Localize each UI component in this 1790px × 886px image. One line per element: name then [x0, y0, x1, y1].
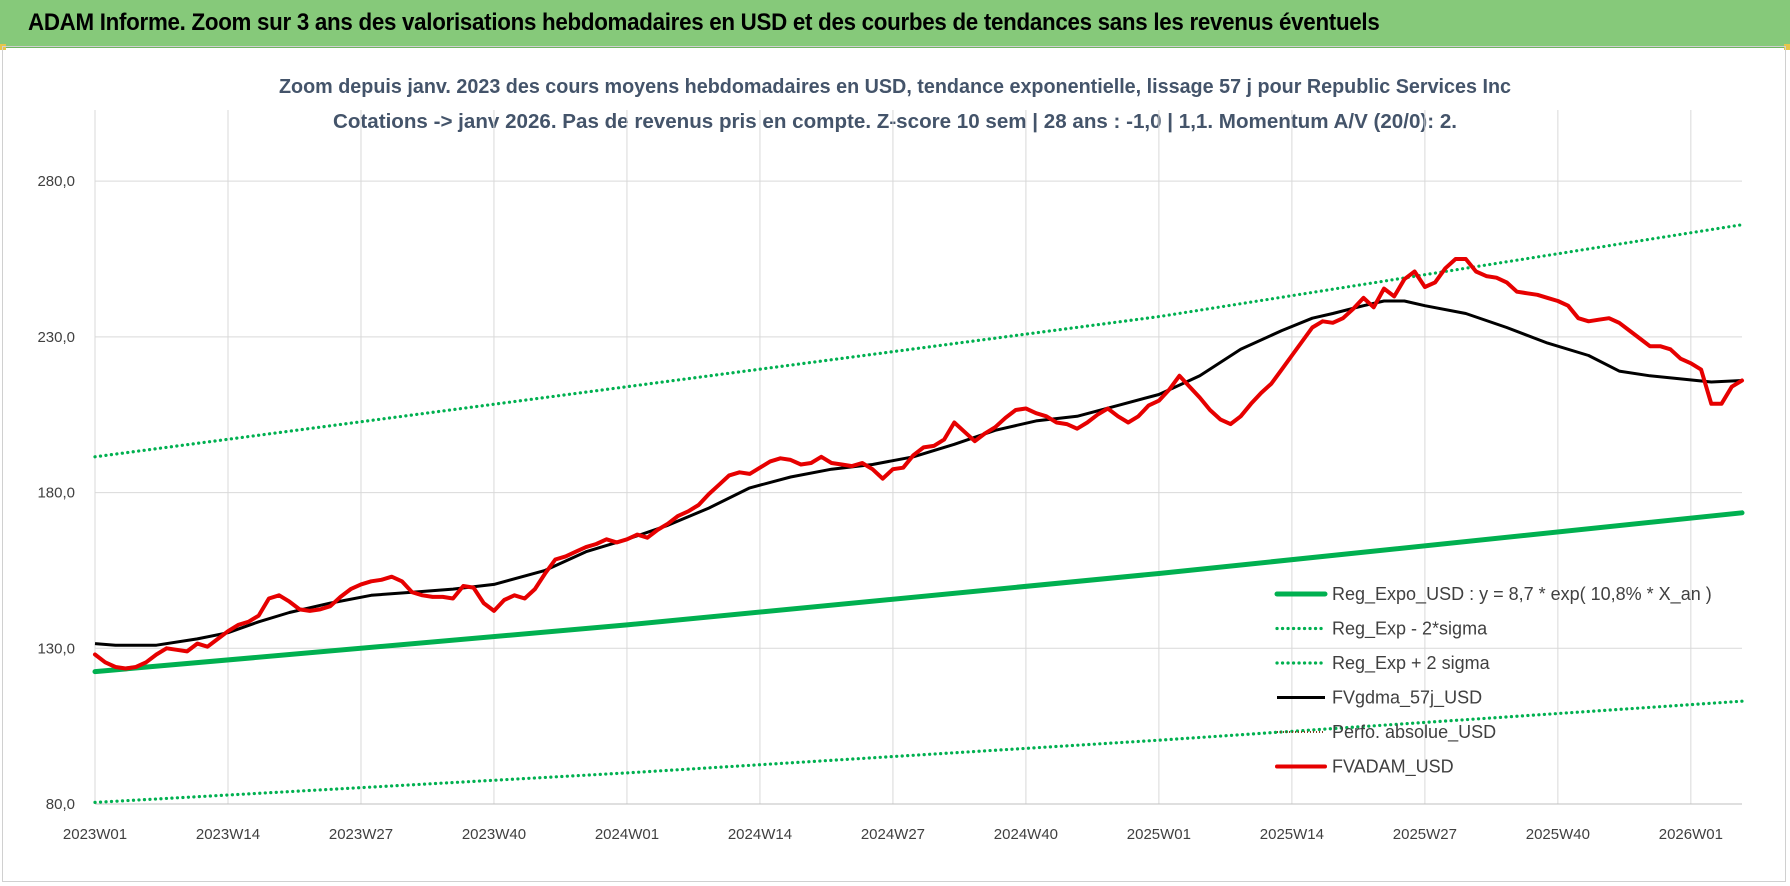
- x-axis: 2023W01 2023W14 2023W27 2023W40 2024W01 2024W…: [63, 826, 1723, 843]
- x-tick-label: 2025W01: [1127, 826, 1191, 843]
- legend: Reg_Expo_USD : y = 8,7 * exp( 10,8% * X_…: [1274, 584, 1712, 778]
- legend-label-1: Reg_Exp - 2*sigma: [1332, 619, 1488, 640]
- legend-label-5: FVADAM_USD: [1332, 757, 1454, 778]
- series-layer: [92, 223, 1745, 804]
- series-line-2: [93, 223, 1744, 459]
- x-tick-label: 2023W27: [329, 826, 393, 843]
- series-line-3: [94, 299, 1743, 647]
- y-tick-label: 130,0: [37, 640, 75, 657]
- legend-label-2: Reg_Exp + 2 sigma: [1332, 653, 1491, 674]
- chart-title-line2: Cotations -> janv 2026. Pas de revenus p…: [333, 111, 1457, 133]
- x-tick-label: 2024W01: [595, 826, 659, 843]
- legend-label-4: Perfo. absolue_USD: [1332, 722, 1496, 743]
- chart-frame: [2, 46, 1786, 882]
- series-line-0: [92, 510, 1745, 675]
- y-tick-label: 80,0: [46, 796, 75, 813]
- header-title: ADAM Informe. Zoom sur 3 ans des valoris…: [28, 9, 1380, 36]
- x-tick-label: 2025W14: [1260, 826, 1324, 843]
- header-bar: ADAM Informe. Zoom sur 3 ans des valoris…: [0, 0, 1790, 48]
- x-tick-label: 2023W14: [196, 826, 260, 843]
- legend-label-3: FVgdma_57j_USD: [1332, 688, 1482, 709]
- series-line-1: [93, 699, 1744, 804]
- y-axis: 80,0 130,0 180,0 230,0 280,0: [37, 173, 75, 813]
- x-tick-label: 2023W01: [63, 826, 127, 843]
- corner-mark-left: [0, 44, 6, 50]
- series-line-5: [93, 257, 1744, 671]
- legend-label-0: Reg_Expo_USD : y = 8,7 * exp( 10,8% * X_…: [1332, 584, 1712, 605]
- x-tick-label: 2025W27: [1393, 826, 1457, 843]
- y-tick-label: 280,0: [37, 173, 75, 190]
- x-tick-label: 2023W40: [462, 826, 526, 843]
- chart-title-line1: Zoom depuis janv. 2023 des cours moyens …: [279, 76, 1511, 98]
- y-tick-label: 230,0: [37, 329, 75, 346]
- x-tick-label: 2024W40: [994, 826, 1058, 843]
- y-tick-label: 180,0: [37, 485, 75, 502]
- x-tick-label: 2024W27: [861, 826, 925, 843]
- x-tick-label: 2024W14: [728, 826, 792, 843]
- x-tick-label: 2026W01: [1659, 826, 1723, 843]
- x-tick-label: 2025W40: [1526, 826, 1590, 843]
- corner-mark-right: [1784, 44, 1790, 50]
- grid: [94, 110, 1742, 805]
